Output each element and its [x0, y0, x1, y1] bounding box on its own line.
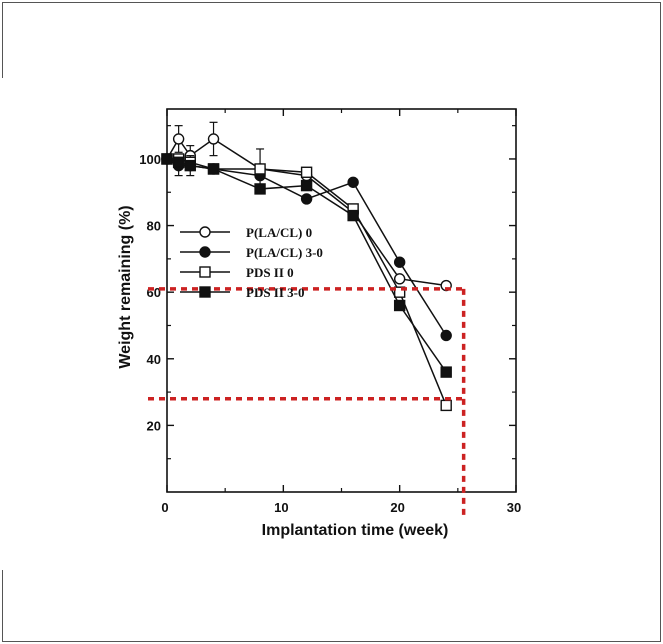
y-axis-title: Weight remaining (%)	[117, 205, 134, 368]
data-point	[393, 286, 406, 298]
y-tick-label: 80	[147, 219, 161, 234]
data-point	[347, 176, 359, 188]
data-point	[347, 209, 359, 222]
data-point	[393, 256, 406, 268]
legend-marker	[199, 286, 211, 298]
legend-label: PDS II 0	[246, 265, 294, 280]
data-point	[300, 166, 313, 178]
data-point	[393, 299, 406, 312]
reference-lines	[148, 287, 466, 515]
data-point	[207, 133, 220, 145]
x-tick-label: 10	[274, 500, 288, 515]
series-layer	[161, 121, 452, 412]
x-tick-label: 30	[507, 500, 521, 515]
series-3	[161, 153, 452, 412]
legend-item-4: PDS II 3-0	[180, 285, 305, 300]
data-point	[440, 399, 452, 412]
data-point	[440, 366, 452, 378]
data-point	[440, 329, 452, 342]
data-point	[161, 153, 173, 165]
chart-panel	[2, 78, 659, 570]
y-tick-label: 20	[147, 418, 161, 433]
legend-label: PDS II 3-0	[246, 285, 305, 300]
x-tick-label: 0	[161, 500, 168, 515]
y-tick-label: 40	[147, 352, 161, 367]
data-point	[207, 163, 220, 175]
data-point	[254, 163, 266, 175]
series-4	[161, 153, 452, 378]
data-point	[184, 159, 196, 172]
data-point	[172, 133, 185, 145]
data-point	[393, 273, 406, 285]
legend-marker	[199, 266, 211, 278]
x-tick-label: 20	[390, 500, 404, 515]
legend-marker	[199, 246, 211, 258]
x-axis-title: Implantation time (week)	[262, 522, 449, 539]
legend-label: P(LA/CL) 3-0	[246, 245, 323, 260]
data-point	[172, 156, 185, 168]
legend: P(LA/CL) 0 P(LA/CL) 3-0 PDS II 0 PDS II 3-0	[180, 225, 323, 300]
legend-marker	[199, 226, 211, 238]
legend-item-3: PDS II 0	[180, 265, 294, 280]
series-1	[161, 121, 452, 292]
data-point	[300, 179, 313, 192]
legend-item-2: P(LA/CL) 3-0	[180, 245, 323, 260]
legend-label: P(LA/CL) 0	[246, 225, 312, 240]
legend-item-1: P(LA/CL) 0	[180, 225, 312, 240]
data-point	[254, 183, 266, 195]
y-tick-label: 100	[139, 152, 161, 167]
data-point	[300, 193, 313, 205]
